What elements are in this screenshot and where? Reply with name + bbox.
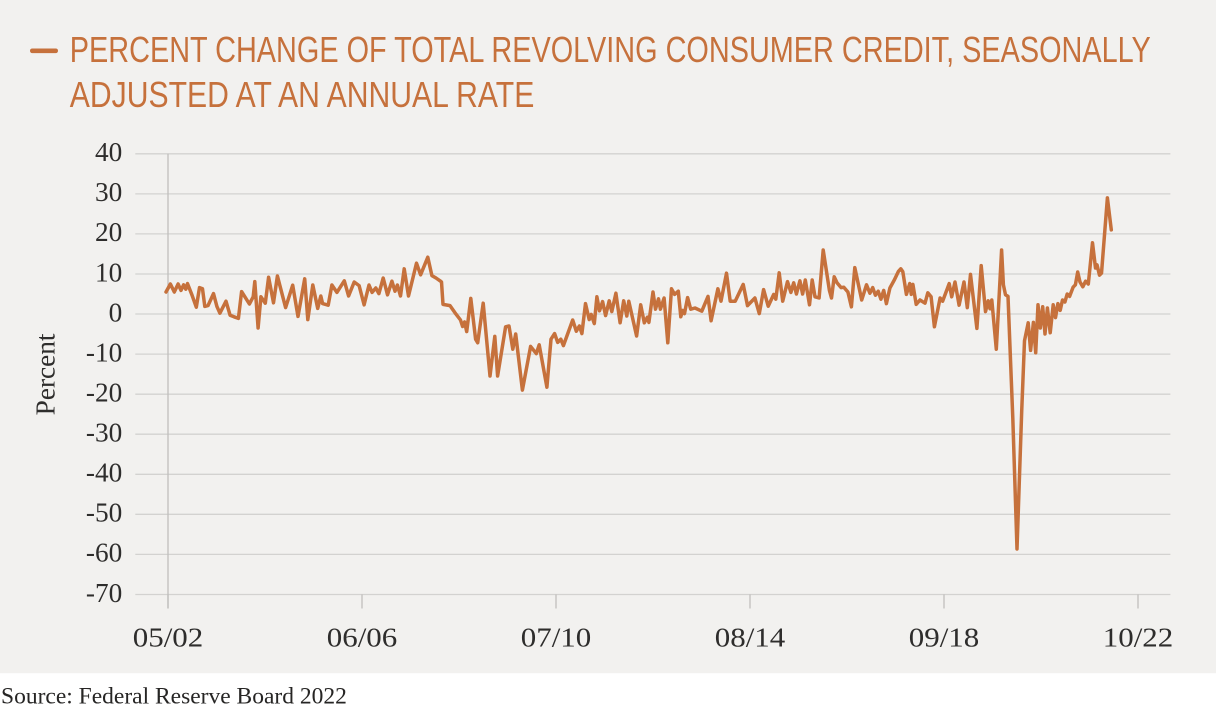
svg-text:05/02: 05/02: [133, 623, 204, 653]
svg-text:-60: -60: [86, 538, 122, 568]
svg-text:-50: -50: [86, 498, 122, 528]
svg-text:Source: Federal Reserve Board: Source: Federal Reserve Board 2022: [1, 684, 347, 710]
svg-text:PERCENT CHANGE OF TOTAL REVOLV: PERCENT CHANGE OF TOTAL REVOLVING CONSUM…: [70, 29, 1151, 70]
svg-text:40: 40: [95, 137, 122, 167]
svg-text:ADJUSTED AT AN ANNUAL RATE: ADJUSTED AT AN ANNUAL RATE: [70, 74, 535, 115]
svg-text:10/22: 10/22: [1103, 623, 1174, 653]
svg-text:06/06: 06/06: [327, 623, 398, 653]
svg-text:20: 20: [95, 217, 122, 247]
svg-text:-30: -30: [86, 418, 122, 448]
svg-text:10: 10: [95, 257, 122, 287]
svg-text:30: 30: [95, 177, 122, 207]
svg-text:Percent: Percent: [31, 333, 61, 415]
svg-text:08/14: 08/14: [715, 623, 786, 653]
svg-text:-40: -40: [86, 458, 122, 488]
svg-text:07/10: 07/10: [521, 623, 592, 653]
svg-text:09/18: 09/18: [909, 623, 980, 653]
svg-text:0: 0: [109, 297, 123, 327]
svg-text:-20: -20: [86, 378, 122, 408]
svg-text:-70: -70: [86, 578, 122, 608]
svg-text:-10: -10: [86, 337, 122, 367]
